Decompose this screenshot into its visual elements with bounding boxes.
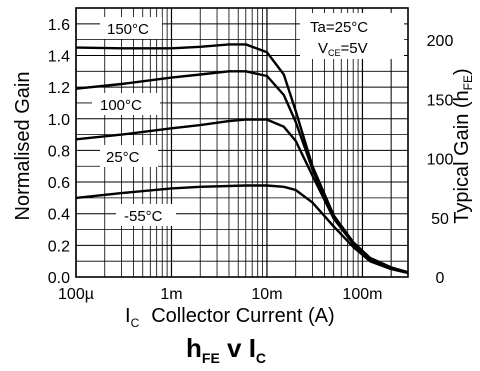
x-tick-label: 100µ [58, 286, 94, 303]
plot-frame [75, 7, 409, 278]
title-h-sub: FE [202, 350, 220, 366]
curves [75, 43, 409, 275]
y-left-tick-label: 0.4 [48, 207, 70, 224]
series-label: 150°C [107, 21, 149, 38]
y-right-tick-label: 100 [427, 152, 454, 169]
plot-border [75, 7, 409, 278]
condition-ta: Ta=25°C [310, 19, 368, 36]
label-background [92, 93, 160, 115]
chart-title: hFE v IC [186, 333, 266, 366]
y-left-tick-label: 1.6 [48, 17, 70, 34]
x-title-symbol: I [125, 305, 131, 327]
y-right-title-main: Typical Gain (h [451, 90, 473, 223]
title-h: h [186, 333, 202, 363]
grid [75, 8, 409, 277]
x-title-text: Collector Current (A) [151, 305, 334, 327]
vce-suffix: =5V [341, 40, 368, 57]
condition-vce: VCE=5V [318, 40, 368, 58]
series-line-3 [75, 118, 409, 274]
labels: 0.0 0.2 0.4 0.6 0.8 1.0 1.2 1.4 1.6 0 50 100 150 200 1… [12, 17, 475, 366]
x-tick-label: 1m [160, 286, 182, 303]
label-background [116, 204, 176, 226]
y-right-axis-title: Typical Gain (hFE) [451, 68, 475, 223]
y-right-tick-label: 50 [431, 211, 449, 228]
x-axis-title: IC Collector Current (A) [125, 305, 335, 330]
y-left-tick-label: 0.6 [48, 175, 70, 192]
x-tick-label: 10m [251, 286, 282, 303]
y-right-tick-label: 150 [427, 92, 454, 109]
y-left-tick-label: 0.8 [48, 143, 70, 160]
title-i-sub: C [256, 350, 266, 366]
series-line-4 [75, 184, 409, 275]
series-label: -55°C [124, 208, 163, 225]
y-left-tick-label: 1.4 [48, 48, 70, 65]
y-right-tick-label: 0 [436, 270, 445, 287]
vce-sub: CE [328, 48, 341, 58]
y-left-tick-label: 1.0 [48, 112, 70, 129]
x-title-sub: C [131, 316, 140, 330]
y-right-tick-label: 200 [427, 33, 454, 50]
y-right-title-end: ) [451, 68, 473, 75]
y-left-tick-label: 0.2 [48, 238, 70, 255]
title-mid: v I [220, 333, 256, 363]
label-background [100, 145, 158, 167]
series-label: 25°C [106, 149, 140, 166]
series-label: 100°C [100, 97, 142, 114]
y-right-title-sub: FE [461, 75, 475, 90]
y-left-tick-label: 1.2 [48, 80, 70, 97]
label-background [300, 13, 404, 59]
label-background [100, 17, 162, 39]
vce-prefix: V [318, 40, 328, 57]
y-left-axis-title: Normalised Gain [12, 72, 34, 221]
x-tick-label: 100m [342, 286, 382, 303]
y-left-tick-label: 0.0 [48, 270, 70, 287]
